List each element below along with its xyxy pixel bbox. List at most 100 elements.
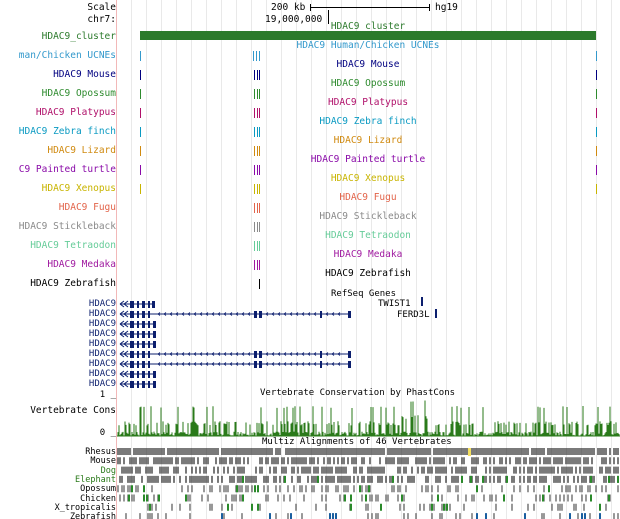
multiz-species-opossum[interactable]: Opossum <box>80 484 116 495</box>
strand-arrow <box>119 320 129 328</box>
multiz-species-x-tropicalis[interactable]: X_tropicalis <box>54 502 116 513</box>
ucne-feature[interactable] <box>257 260 258 270</box>
ucne-feature[interactable] <box>140 108 141 118</box>
ucne-feature[interactable] <box>259 127 260 137</box>
track-label-cluster[interactable]: HDAC9_cluster <box>41 31 116 42</box>
alignment-highlight <box>131 485 550 493</box>
strand-chevron <box>289 352 293 356</box>
ucne-feature[interactable] <box>259 146 260 156</box>
track-label-mouse[interactable]: HDAC9 Mouse <box>53 69 116 80</box>
cluster-feature[interactable] <box>140 31 596 40</box>
ucne-feature[interactable] <box>254 89 255 99</box>
strand-chevron <box>163 362 167 366</box>
track-label-fugu[interactable]: HDAC9 Fugu <box>58 202 116 213</box>
gene-hdac9-label[interactable]: HDAC9 <box>88 339 116 349</box>
ucne-feature[interactable] <box>259 89 260 99</box>
ucne-feature[interactable] <box>254 146 255 156</box>
strand-chevron <box>247 352 251 356</box>
ucne-feature[interactable] <box>254 222 255 232</box>
multiz-species-zebrafish[interactable]: Zebrafish <box>69 512 116 519</box>
ucne-feature[interactable] <box>257 89 258 99</box>
ucne-feature[interactable] <box>257 127 258 137</box>
ucne-feature[interactable] <box>257 241 258 251</box>
ucne-feature[interactable] <box>257 70 258 80</box>
gene-exon <box>153 321 156 328</box>
ucne-feature[interactable] <box>596 165 597 175</box>
gene-hdac9-label[interactable]: HDAC9 <box>88 319 116 329</box>
ucne-feature[interactable] <box>257 108 258 118</box>
ucne-feature[interactable] <box>140 70 141 80</box>
ucne-feature[interactable] <box>140 146 141 156</box>
ucne-feature[interactable] <box>253 51 254 61</box>
ucne-feature[interactable] <box>257 146 258 156</box>
ucne-feature[interactable] <box>259 184 260 194</box>
strand-chevron <box>331 362 335 366</box>
ucne-feature[interactable] <box>254 184 255 194</box>
ucne-feature[interactable] <box>259 279 260 289</box>
ucne-feature[interactable] <box>596 70 597 80</box>
ucne-feature[interactable] <box>140 51 141 61</box>
gene-hdac9-label[interactable]: HDAC9 <box>88 369 116 379</box>
track-label-painted-turtle[interactable]: C9 Painted turtle <box>18 164 116 175</box>
gene-hdac9-label[interactable]: HDAC9 <box>88 349 116 359</box>
strand-chevron <box>289 362 293 366</box>
ucne-feature[interactable] <box>140 89 141 99</box>
gene-hdac9-label[interactable]: HDAC9 <box>88 359 116 369</box>
ucne-feature[interactable] <box>259 165 260 175</box>
multiz-species-mouse[interactable]: Mouse <box>90 456 116 467</box>
multiz-species-rhesus[interactable]: Rhesus <box>85 447 116 457</box>
ucne-feature[interactable] <box>259 51 260 61</box>
cons-track-label[interactable]: Vertebrate Cons <box>30 405 116 416</box>
ucne-feature[interactable] <box>140 165 141 175</box>
gene-exon <box>152 301 155 308</box>
ucne-feature[interactable] <box>596 127 597 137</box>
track-label-zebrafish[interactable]: HDAC9 Zebrafish <box>30 278 116 289</box>
ucne-feature[interactable] <box>254 70 255 80</box>
ucne-feature[interactable] <box>254 260 255 270</box>
track-label-stickleback[interactable]: HDAC9 Stickleback <box>18 221 116 232</box>
gene-hdac9-label[interactable]: HDAC9 <box>88 379 116 389</box>
ucne-feature[interactable] <box>259 222 260 232</box>
ucne-feature[interactable] <box>596 51 597 61</box>
multiz-species-elephant[interactable]: Elephant <box>75 474 116 485</box>
ucne-feature[interactable] <box>254 203 255 213</box>
track-label-xenopus[interactable]: HDAC9 Xenopus <box>41 183 116 194</box>
gene-hdac9-label[interactable]: HDAC9 <box>88 299 116 309</box>
ucne-feature[interactable] <box>259 70 260 80</box>
gene-hdac9-label[interactable]: HDAC9 <box>88 309 116 319</box>
ucne-feature[interactable] <box>259 260 260 270</box>
track-label-lizard[interactable]: HDAC9 Lizard <box>47 145 116 156</box>
ucne-feature[interactable] <box>254 127 255 137</box>
ucne-feature[interactable] <box>140 127 141 137</box>
gene-hdac9-label[interactable]: HDAC9 <box>88 329 116 339</box>
multiz-species-dog[interactable]: Dog <box>100 465 116 476</box>
track-label-tetraodon[interactable]: HDAC9 Tetraodon <box>30 240 116 251</box>
multiz-species-chicken[interactable]: Chicken <box>80 493 116 504</box>
ucne-feature[interactable] <box>254 241 255 251</box>
track-label-human-chicken[interactable]: man/Chicken UCNEs <box>18 50 116 61</box>
ucne-feature[interactable] <box>257 222 258 232</box>
ucne-feature[interactable] <box>254 108 255 118</box>
ucne-feature[interactable] <box>256 51 257 61</box>
ucne-feature[interactable] <box>257 203 258 213</box>
ucne-feature[interactable] <box>259 241 260 251</box>
ucne-feature[interactable] <box>259 203 260 213</box>
gene-twist1-label[interactable]: TWIST1 <box>378 299 411 309</box>
alignment-gap-marker <box>468 448 471 456</box>
track-label-opossum[interactable]: HDAC9 Opossum <box>41 88 116 99</box>
track-label-zebra-finch[interactable]: HDAC9 Zebra finch <box>18 126 116 137</box>
gene-exon <box>153 341 156 348</box>
ucne-feature[interactable] <box>596 108 597 118</box>
ucne-feature[interactable] <box>259 108 260 118</box>
ucne-feature[interactable] <box>596 184 597 194</box>
ucne-feature[interactable] <box>596 89 597 99</box>
ucne-feature[interactable] <box>140 184 141 194</box>
gene-ferd3l-label[interactable]: FERD3L <box>397 310 430 320</box>
ucne-feature[interactable] <box>596 146 597 156</box>
ucne-feature[interactable] <box>257 184 258 194</box>
ucne-feature[interactable] <box>254 165 255 175</box>
track-label-medaka[interactable]: HDAC9 Medaka <box>47 259 116 270</box>
track-label-platypus[interactable]: HDAC9 Platypus <box>35 107 116 118</box>
ucne-feature[interactable] <box>257 165 258 175</box>
